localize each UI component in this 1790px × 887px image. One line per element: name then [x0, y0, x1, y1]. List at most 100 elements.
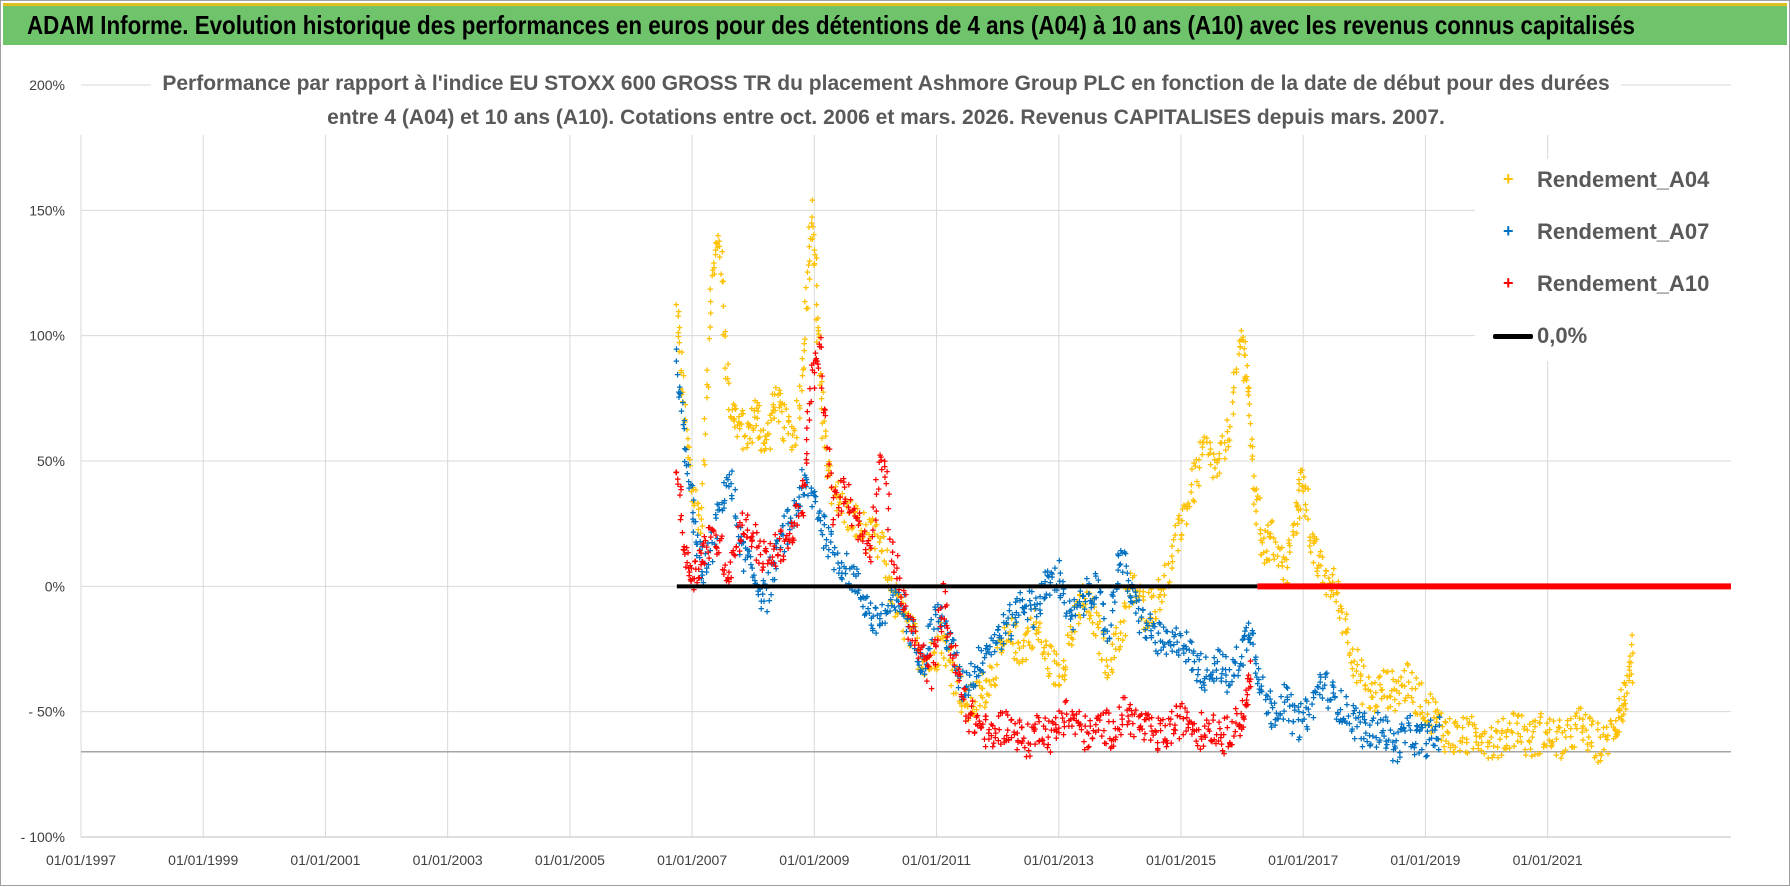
point-a07: +: [1299, 716, 1305, 728]
point-a04: +: [1227, 422, 1233, 434]
point-a10: +: [678, 484, 684, 496]
point-a07: +: [1367, 740, 1373, 752]
point-a10: +: [789, 521, 795, 533]
point-a04: +: [973, 676, 979, 688]
point-a04: +: [844, 522, 850, 534]
point-a04: +: [1218, 437, 1224, 449]
point-a04: +: [1362, 680, 1368, 692]
point-a04: +: [1258, 549, 1264, 561]
point-a04: +: [695, 498, 701, 510]
point-a04: +: [709, 270, 715, 282]
point-a04: +: [938, 633, 944, 645]
point-a10: +: [1027, 739, 1033, 751]
point-a07: +: [1435, 734, 1441, 746]
point-a04: +: [1406, 677, 1412, 689]
point-a07: +: [1397, 752, 1403, 764]
point-a04: +: [1117, 617, 1123, 629]
point-a07: +: [1383, 712, 1389, 724]
point-a10: +: [1196, 724, 1202, 736]
point-a07: +: [748, 559, 754, 571]
point-a07: +: [921, 669, 927, 681]
point-a07: +: [972, 680, 978, 692]
point-a07: +: [808, 483, 814, 495]
point-a07: +: [983, 643, 989, 655]
point-a04: +: [1488, 723, 1494, 735]
point-a10: +: [1160, 715, 1166, 727]
point-a10: +: [1025, 738, 1031, 750]
point-a04: +: [1572, 711, 1578, 723]
point-a10: +: [1168, 738, 1174, 750]
point-a10: +: [933, 640, 939, 652]
point-a10: +: [1019, 722, 1025, 734]
point-a04: +: [982, 702, 988, 714]
point-a04: +: [1294, 528, 1300, 540]
point-a04: +: [1222, 438, 1228, 450]
point-a04: +: [1060, 655, 1066, 667]
point-a04: +: [1189, 464, 1195, 476]
point-a10: +: [707, 522, 713, 534]
point-a10: +: [878, 452, 884, 464]
point-a04: +: [1515, 729, 1521, 741]
point-a10: +: [942, 602, 948, 614]
point-a10: +: [1231, 731, 1237, 743]
point-a07: +: [1015, 610, 1021, 622]
point-a07: +: [1232, 658, 1238, 670]
point-a10: +: [1108, 736, 1114, 748]
point-a04: +: [1307, 535, 1313, 547]
point-a04: +: [687, 455, 693, 467]
point-a04: +: [766, 429, 772, 441]
point-a04: +: [757, 432, 763, 444]
point-a07: +: [1253, 659, 1259, 671]
point-a07: +: [873, 603, 879, 615]
point-a04: +: [734, 420, 740, 432]
point-a04: +: [704, 380, 710, 392]
point-a07: +: [994, 637, 1000, 649]
point-a04: +: [1098, 654, 1104, 666]
point-a04: +: [1479, 738, 1485, 750]
point-a04: +: [676, 346, 682, 358]
point-a04: +: [1134, 596, 1140, 608]
point-a04: +: [1217, 438, 1223, 450]
point-a10: +: [835, 503, 841, 515]
point-a04: +: [678, 384, 684, 396]
point-a04: +: [1413, 709, 1419, 721]
point-a04: +: [742, 432, 748, 444]
x-tick-label: 01/01/2019: [1390, 852, 1460, 868]
y-tick-label: 200%: [29, 77, 65, 93]
point-a07: +: [1075, 599, 1081, 611]
point-a07: +: [1337, 705, 1343, 717]
point-a04: +: [994, 643, 1000, 655]
point-a04: +: [1494, 726, 1500, 738]
point-a04: +: [814, 337, 820, 349]
point-a07: +: [1013, 608, 1019, 620]
point-a04: +: [1245, 390, 1251, 402]
point-a07: +: [1296, 732, 1302, 744]
point-a07: +: [1017, 596, 1023, 608]
point-a04: +: [1016, 658, 1022, 670]
point-a04: +: [1169, 556, 1175, 568]
point-a10: +: [837, 492, 843, 504]
point-a04: +: [718, 269, 724, 281]
point-a07: +: [758, 596, 764, 608]
point-a10: +: [845, 502, 851, 514]
point-a07: +: [1042, 567, 1048, 579]
point-a04: +: [879, 528, 885, 540]
point-a10: +: [1189, 719, 1195, 731]
point-a07: +: [963, 690, 969, 702]
point-a07: +: [1183, 627, 1189, 639]
point-a07: +: [1379, 728, 1385, 740]
point-a04: +: [987, 661, 993, 673]
point-a04: +: [1050, 679, 1056, 691]
point-a04: +: [986, 690, 992, 702]
point-a04: +: [1170, 535, 1176, 547]
point-a04: +: [799, 354, 805, 366]
point-a07: +: [1000, 610, 1006, 622]
point-a10: +: [771, 544, 777, 556]
point-a04: +: [1322, 571, 1328, 583]
point-a04: +: [817, 370, 823, 382]
point-a10: +: [898, 598, 904, 610]
point-a04: +: [680, 420, 686, 432]
point-a10: +: [990, 721, 996, 733]
point-a04: +: [785, 416, 791, 428]
point-a04: +: [742, 431, 748, 443]
